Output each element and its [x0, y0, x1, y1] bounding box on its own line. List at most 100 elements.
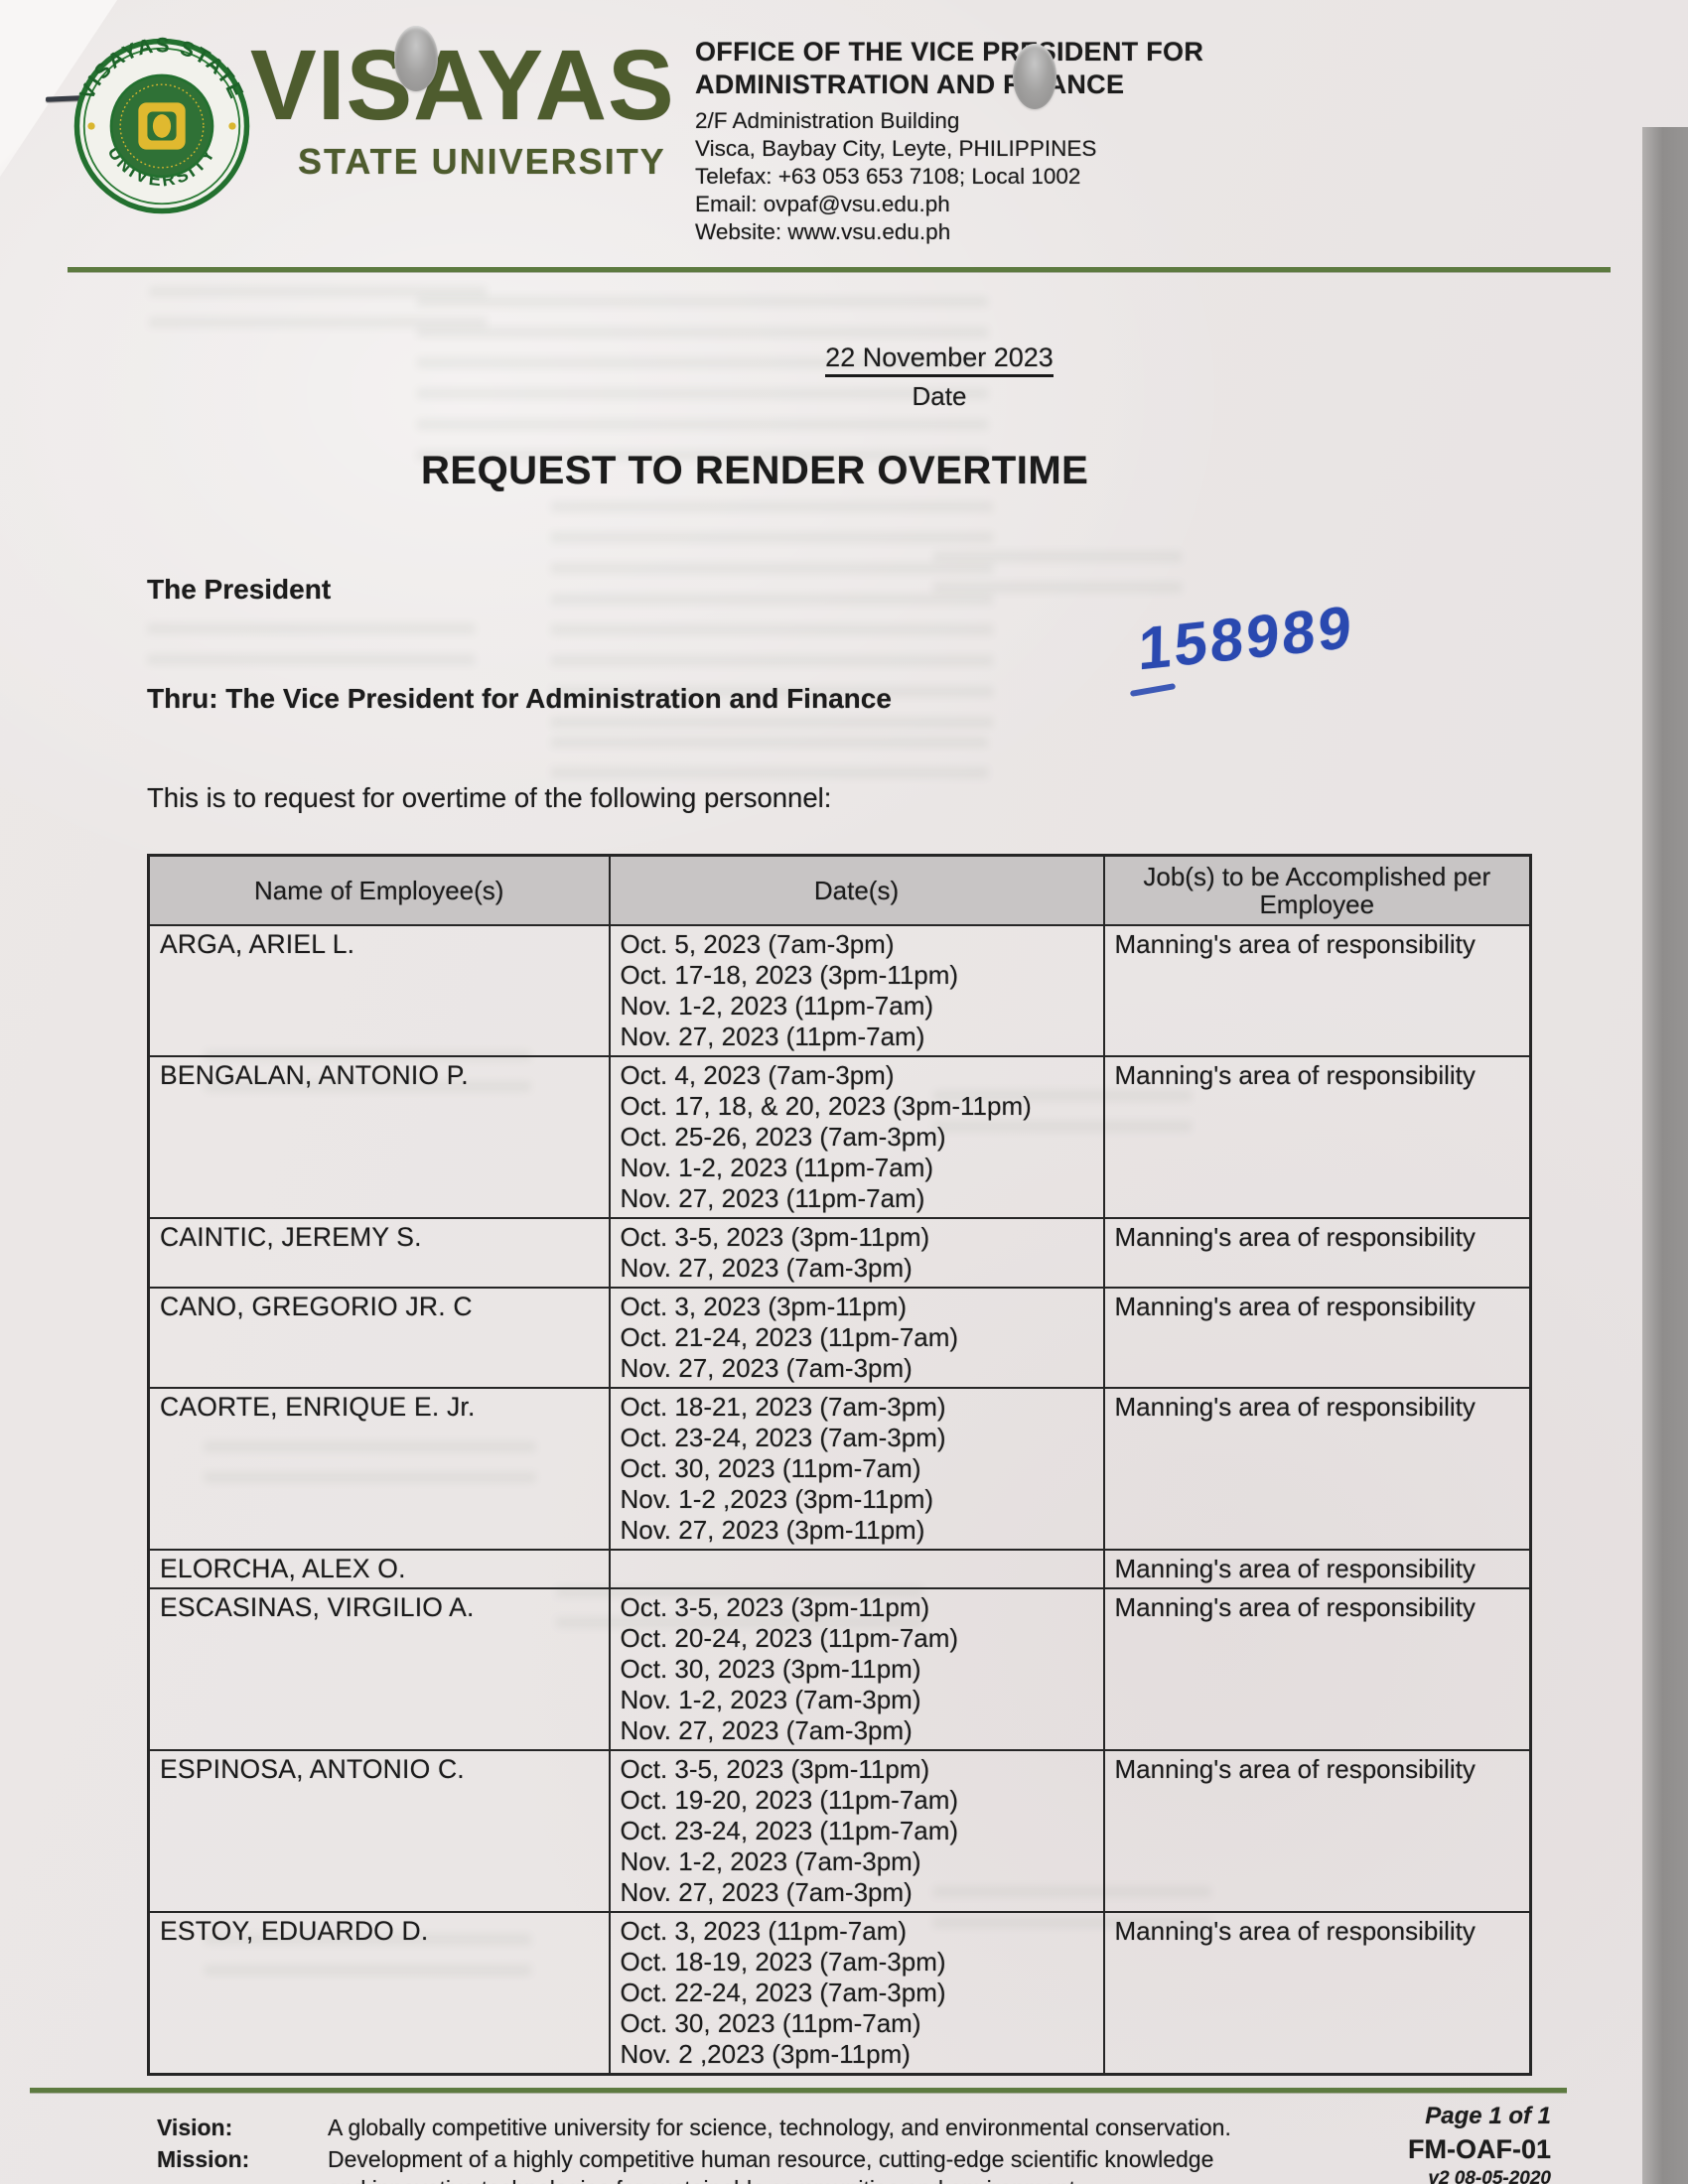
mission-label: Mission: [157, 2146, 250, 2172]
vision-label: Vision: [157, 2115, 233, 2140]
date-line: Nov. 1-2 ,2023 (3pm-11pm) [620, 1484, 934, 1514]
dates-cell: Oct. 5, 2023 (7am-3pm) Oct. 17-18, 2023 (… [608, 924, 1105, 1057]
university-wordmark: VISAYAS [250, 30, 675, 141]
scanner-edge-strip [1642, 127, 1688, 2184]
date-line: Oct. 3-5, 2023 (3pm-11pm) [620, 1222, 930, 1252]
dates-cell: Oct. 3-5, 2023 (3pm-11pm) Nov. 27, 2023 (… [608, 1217, 1105, 1289]
header-divider-rule [68, 267, 1611, 272]
date-line: Oct. 20-24, 2023 (11pm-7am) [620, 1623, 959, 1653]
date-line: Oct. 30, 2023 (11pm-7am) [620, 1453, 921, 1483]
date-line: Oct. 30, 2023 (11pm-7am) [620, 2008, 921, 2038]
intro-line: This is to request for overtime of the f… [147, 782, 832, 813]
job-cell: Manning's area of responsibility [1102, 924, 1532, 1057]
table-header-row: Name of Employee(s) Date(s) Job(s) to be… [147, 854, 1532, 926]
date-line: Oct. 19-20, 2023 (11pm-7am) [620, 1785, 959, 1815]
col-header-name: Name of Employee(s) [147, 854, 611, 926]
office-address2: Visca, Baybay City, Leyte, PHILIPPINES [695, 136, 1097, 161]
document-title: REQUEST TO RENDER OVERTIME [421, 449, 1089, 492]
date-label: Date [912, 381, 967, 411]
table-row: ESTOY, EDUARDO D. Oct. 3, 2023 (11pm-7am)… [147, 1911, 1532, 2076]
handwritten-underline-stroke [1129, 683, 1177, 697]
date-line: Nov. 1-2, 2023 (11pm-7am) [620, 991, 934, 1021]
date-line: Oct. 30, 2023 (3pm-11pm) [620, 1654, 921, 1684]
university-seal: VISAYAS STATE UNIVERSITY [73, 36, 250, 214]
date-line: Oct. 3-5, 2023 (3pm-11pm) [620, 1754, 930, 1784]
col-header-jobs: Job(s) to be Accomplished per Employee [1102, 854, 1532, 926]
form-version: v2 08-05-2020 [1428, 2168, 1551, 2184]
overtime-table-body: ARGA, ARIEL L. Oct. 5, 2023 (7am-3pm) Oct.… [147, 924, 1532, 2076]
date-line: Nov. 27, 2023 (7am-3pm) [620, 1353, 913, 1383]
date-line: Nov. 27, 2023 (11pm-7am) [620, 1022, 925, 1051]
page-number: Page 1 of 1 [1425, 2103, 1551, 2129]
date-line: Oct. 18-19, 2023 (7am-3pm) [620, 1947, 946, 1977]
job-cell: Manning's area of responsibility [1102, 1287, 1532, 1389]
employee-name-cell: CANO, GREGORIO JR. C [147, 1287, 611, 1389]
job-cell: Manning's area of responsibility [1102, 1911, 1532, 2076]
date-line: Nov. 27, 2023 (11pm-7am) [620, 1183, 925, 1213]
date-line: Oct. 17-18, 2023 (3pm-11pm) [620, 960, 959, 990]
date-line: Oct. 23-24, 2023 (11pm-7am) [620, 1816, 959, 1845]
date-line: Oct. 4, 2023 (7am-3pm) [620, 1060, 895, 1090]
employee-name-cell: ESCASINAS, VIRGILIO A. [147, 1587, 611, 1751]
dates-cell: Oct. 3-5, 2023 (3pm-11pm) Oct. 20-24, 202… [608, 1587, 1105, 1751]
date-line: Nov. 1-2, 2023 (7am-3pm) [620, 1685, 921, 1714]
date-line: Oct. 23-24, 2023 (7am-3pm) [620, 1423, 946, 1452]
handwritten-tracking-number: 158989 [1138, 593, 1355, 683]
office-email: Email: ovpaf@vsu.edu.ph [695, 192, 950, 216]
university-tagline: STATE UNIVERSITY [298, 141, 666, 182]
col-header-dates: Date(s) [608, 854, 1105, 926]
date-line: Oct. 21-24, 2023 (11pm-7am) [620, 1322, 959, 1352]
form-code: FM-OAF-01 [1408, 2134, 1551, 2164]
dates-cell: Oct. 3-5, 2023 (3pm-11pm) Oct. 19-20, 202… [608, 1749, 1105, 1913]
document-date: 22 November 2023 [825, 342, 1054, 377]
job-cell: Manning's area of responsibility [1102, 1055, 1532, 1219]
date-line: Nov. 1-2, 2023 (7am-3pm) [620, 1846, 921, 1876]
job-cell: Manning's area of responsibility [1102, 1549, 1532, 1589]
dates-cell: Oct. 4, 2023 (7am-3pm) Oct. 17, 18, & 20,… [608, 1055, 1105, 1219]
date-line: Oct. 25-26, 2023 (7am-3pm) [620, 1122, 946, 1152]
date-line: Nov. 27, 2023 (7am-3pm) [620, 1253, 913, 1283]
office-website: Website: www.vsu.edu.ph [695, 219, 951, 244]
table-row: ELORCHA, ALEX O. Manning's area of respon… [147, 1549, 1532, 1589]
mission-text-line1: Development of a highly competitive huma… [328, 2146, 1214, 2172]
table-row: CANO, GREGORIO JR. C Oct. 3, 2023 (3pm-11… [147, 1287, 1532, 1389]
job-cell: Manning's area of responsibility [1102, 1587, 1532, 1751]
punch-hole-right [1013, 44, 1056, 109]
date-line: Nov. 1-2, 2023 (11pm-7am) [620, 1153, 934, 1182]
date-line: Oct. 17, 18, & 20, 2023 (3pm-11pm) [620, 1091, 1032, 1121]
date-block: 22 November 2023 Date [822, 342, 1056, 412]
date-line: Oct. 22-24, 2023 (7am-3pm) [620, 1978, 946, 2007]
job-cell: Manning's area of responsibility [1102, 1387, 1532, 1551]
bleedthrough-smudge [147, 623, 475, 673]
thru-line: Thru: The Vice President for Administrat… [147, 683, 892, 714]
table-row: ESCASINAS, VIRGILIO A. Oct. 3-5, 2023 (3p… [147, 1587, 1532, 1751]
bleedthrough-smudge [149, 286, 487, 334]
employee-name-cell: CAORTE, ENRIQUE E. Jr. [147, 1387, 611, 1551]
date-line: Nov. 27, 2023 (7am-3pm) [620, 1715, 913, 1745]
office-telefax: Telefax: +63 053 653 7108; Local 1002 [695, 164, 1081, 189]
dates-cell [608, 1549, 1105, 1589]
addressee: The President [147, 574, 332, 605]
date-line: Nov. 2 ,2023 (3pm-11pm) [620, 2039, 911, 2069]
punch-hole-left [394, 26, 438, 91]
table-row: CAINTIC, JEREMY S. Oct. 3-5, 2023 (3pm-11… [147, 1217, 1532, 1289]
date-line: Nov. 27, 2023 (3pm-11pm) [620, 1515, 925, 1545]
job-cell: Manning's area of responsibility [1102, 1217, 1532, 1289]
employee-name-cell: ESTOY, EDUARDO D. [147, 1911, 611, 2076]
overtime-table: Name of Employee(s) Date(s) Job(s) to be… [147, 854, 1532, 2076]
job-cell: Manning's area of responsibility [1102, 1749, 1532, 1913]
dates-cell: Oct. 3, 2023 (3pm-11pm) Oct. 21-24, 2023 … [608, 1287, 1105, 1389]
employee-name-cell: ELORCHA, ALEX O. [147, 1549, 611, 1589]
office-name-line1: OFFICE OF THE VICE PRESIDENT FOR [695, 37, 1204, 67]
employee-name-cell: ESPINOSA, ANTONIO C. [147, 1749, 611, 1913]
office-address1: 2/F Administration Building [695, 108, 960, 133]
mission-text-line2: and innovative technologies for sustaina… [328, 2176, 1075, 2184]
footer-divider-rule [30, 2088, 1567, 2093]
table-row: BENGALAN, ANTONIO P. Oct. 4, 2023 (7am-3p… [147, 1055, 1532, 1219]
date-line: Oct. 18-21, 2023 (7am-3pm) [620, 1392, 946, 1422]
vision-text: A globally competitive university for sc… [328, 2115, 1231, 2140]
date-line: Oct. 5, 2023 (7am-3pm) [620, 929, 895, 959]
dates-cell: Oct. 3, 2023 (11pm-7am) Oct. 18-19, 2023 … [608, 1911, 1105, 2076]
date-line: Nov. 27, 2023 (7am-3pm) [620, 1877, 913, 1907]
